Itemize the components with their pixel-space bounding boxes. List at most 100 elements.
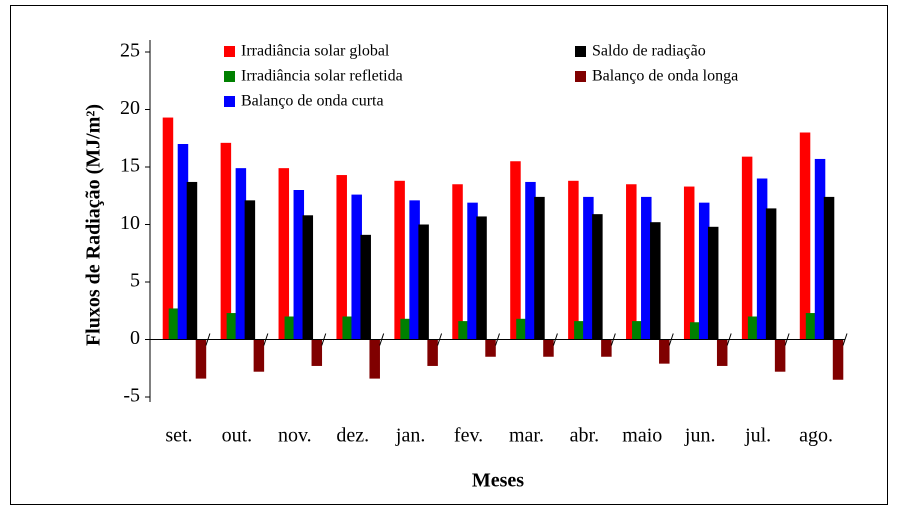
chart-frame: [10, 5, 888, 505]
x-tick-label: nov.: [278, 425, 312, 447]
bar: [774, 339, 786, 372]
y-tick-label: -5: [123, 385, 140, 407]
bar: [186, 181, 198, 340]
bar: [601, 339, 612, 357]
bar: [168, 308, 180, 340]
x-tick: [321, 333, 327, 346]
bar: [641, 196, 652, 340]
bar: [336, 175, 347, 340]
x-tick-label: fev.: [454, 425, 483, 447]
y-tick-label: 15: [120, 155, 140, 177]
bar: [683, 186, 695, 340]
bar: [626, 184, 637, 340]
legend-swatch: [575, 46, 586, 57]
x-tick: [726, 333, 732, 346]
bar: [427, 339, 438, 366]
bar: [805, 313, 817, 340]
bar: [510, 161, 521, 340]
x-tick-label: abr.: [570, 425, 599, 447]
bar: [418, 224, 429, 340]
bar: [543, 339, 554, 357]
legend-label: Balanço de onda longa: [592, 68, 738, 85]
y-tick-label: 25: [120, 40, 140, 62]
y-tick-label: 0: [130, 327, 140, 349]
x-tick: [842, 333, 848, 346]
bar: [574, 321, 585, 340]
x-tick-label: dez.: [336, 425, 369, 447]
y-axis-label: Fluxos de Radiação (MJ/m²): [83, 104, 105, 346]
bar: [467, 202, 478, 340]
x-tick: [379, 333, 385, 346]
x-tick: [610, 333, 616, 346]
bar: [799, 132, 811, 340]
bar: [284, 316, 296, 340]
x-tick: [437, 333, 443, 346]
legend-swatch: [224, 71, 235, 82]
bar: [409, 200, 420, 340]
legend-label: Irradiância solar global: [241, 43, 390, 60]
bar: [659, 339, 670, 364]
bar: [311, 339, 323, 366]
legend-label: Irradiância solar refletida: [241, 68, 403, 85]
bar: [765, 208, 777, 340]
bar: [195, 339, 207, 379]
bar: [360, 234, 371, 340]
bar: [476, 216, 487, 340]
x-tick-label: maio: [622, 425, 662, 447]
legend-swatch: [224, 46, 235, 57]
bar: [302, 215, 314, 340]
x-tick: [552, 333, 558, 346]
bar: [235, 168, 247, 340]
bar: [832, 339, 844, 380]
bar: [400, 318, 411, 340]
bar: [716, 339, 728, 366]
bar: [756, 178, 768, 340]
bar: [458, 321, 469, 340]
bar: [534, 196, 545, 340]
x-tick-label: jul.: [744, 425, 771, 447]
y-tick-label: 10: [120, 212, 140, 234]
bar: [220, 142, 232, 340]
x-tick-label: mar.: [509, 425, 544, 447]
bar: [516, 318, 527, 340]
bar: [452, 184, 463, 340]
bar: [369, 339, 380, 379]
x-tick-label: jan.: [395, 425, 425, 447]
bar: [568, 180, 579, 340]
bar: [823, 196, 835, 340]
x-tick: [495, 333, 500, 346]
legend-label: Balanço de onda curta: [241, 93, 384, 110]
bar: [741, 156, 753, 340]
bar: [689, 322, 701, 340]
x-tick-label: ago.: [799, 425, 833, 447]
bar: [592, 214, 603, 340]
bar: [394, 180, 405, 340]
x-tick: [205, 333, 211, 346]
y-tick-label: 5: [130, 270, 140, 292]
x-tick: [668, 333, 674, 346]
bar: [583, 196, 594, 340]
bar: [814, 158, 826, 340]
bar: [698, 202, 710, 340]
x-tick: [263, 333, 269, 346]
y-tick-label: 20: [120, 97, 140, 119]
x-tick-label: out.: [222, 425, 253, 447]
bar: [747, 316, 759, 340]
bar: [485, 339, 496, 357]
bar: [342, 316, 353, 340]
bar: [253, 339, 265, 372]
x-tick-label: set.: [165, 425, 192, 447]
bar: [278, 168, 290, 340]
legend-swatch: [575, 71, 586, 82]
bar: [162, 117, 174, 340]
bar: [293, 190, 305, 340]
bar: [632, 321, 643, 340]
x-tick: [784, 333, 790, 346]
bar: [525, 181, 536, 340]
legend-label: Saldo de radiação: [592, 43, 706, 60]
bar: [707, 226, 719, 340]
bar: [177, 144, 189, 340]
x-axis-label: Meses: [472, 470, 524, 492]
bar: [226, 313, 238, 340]
